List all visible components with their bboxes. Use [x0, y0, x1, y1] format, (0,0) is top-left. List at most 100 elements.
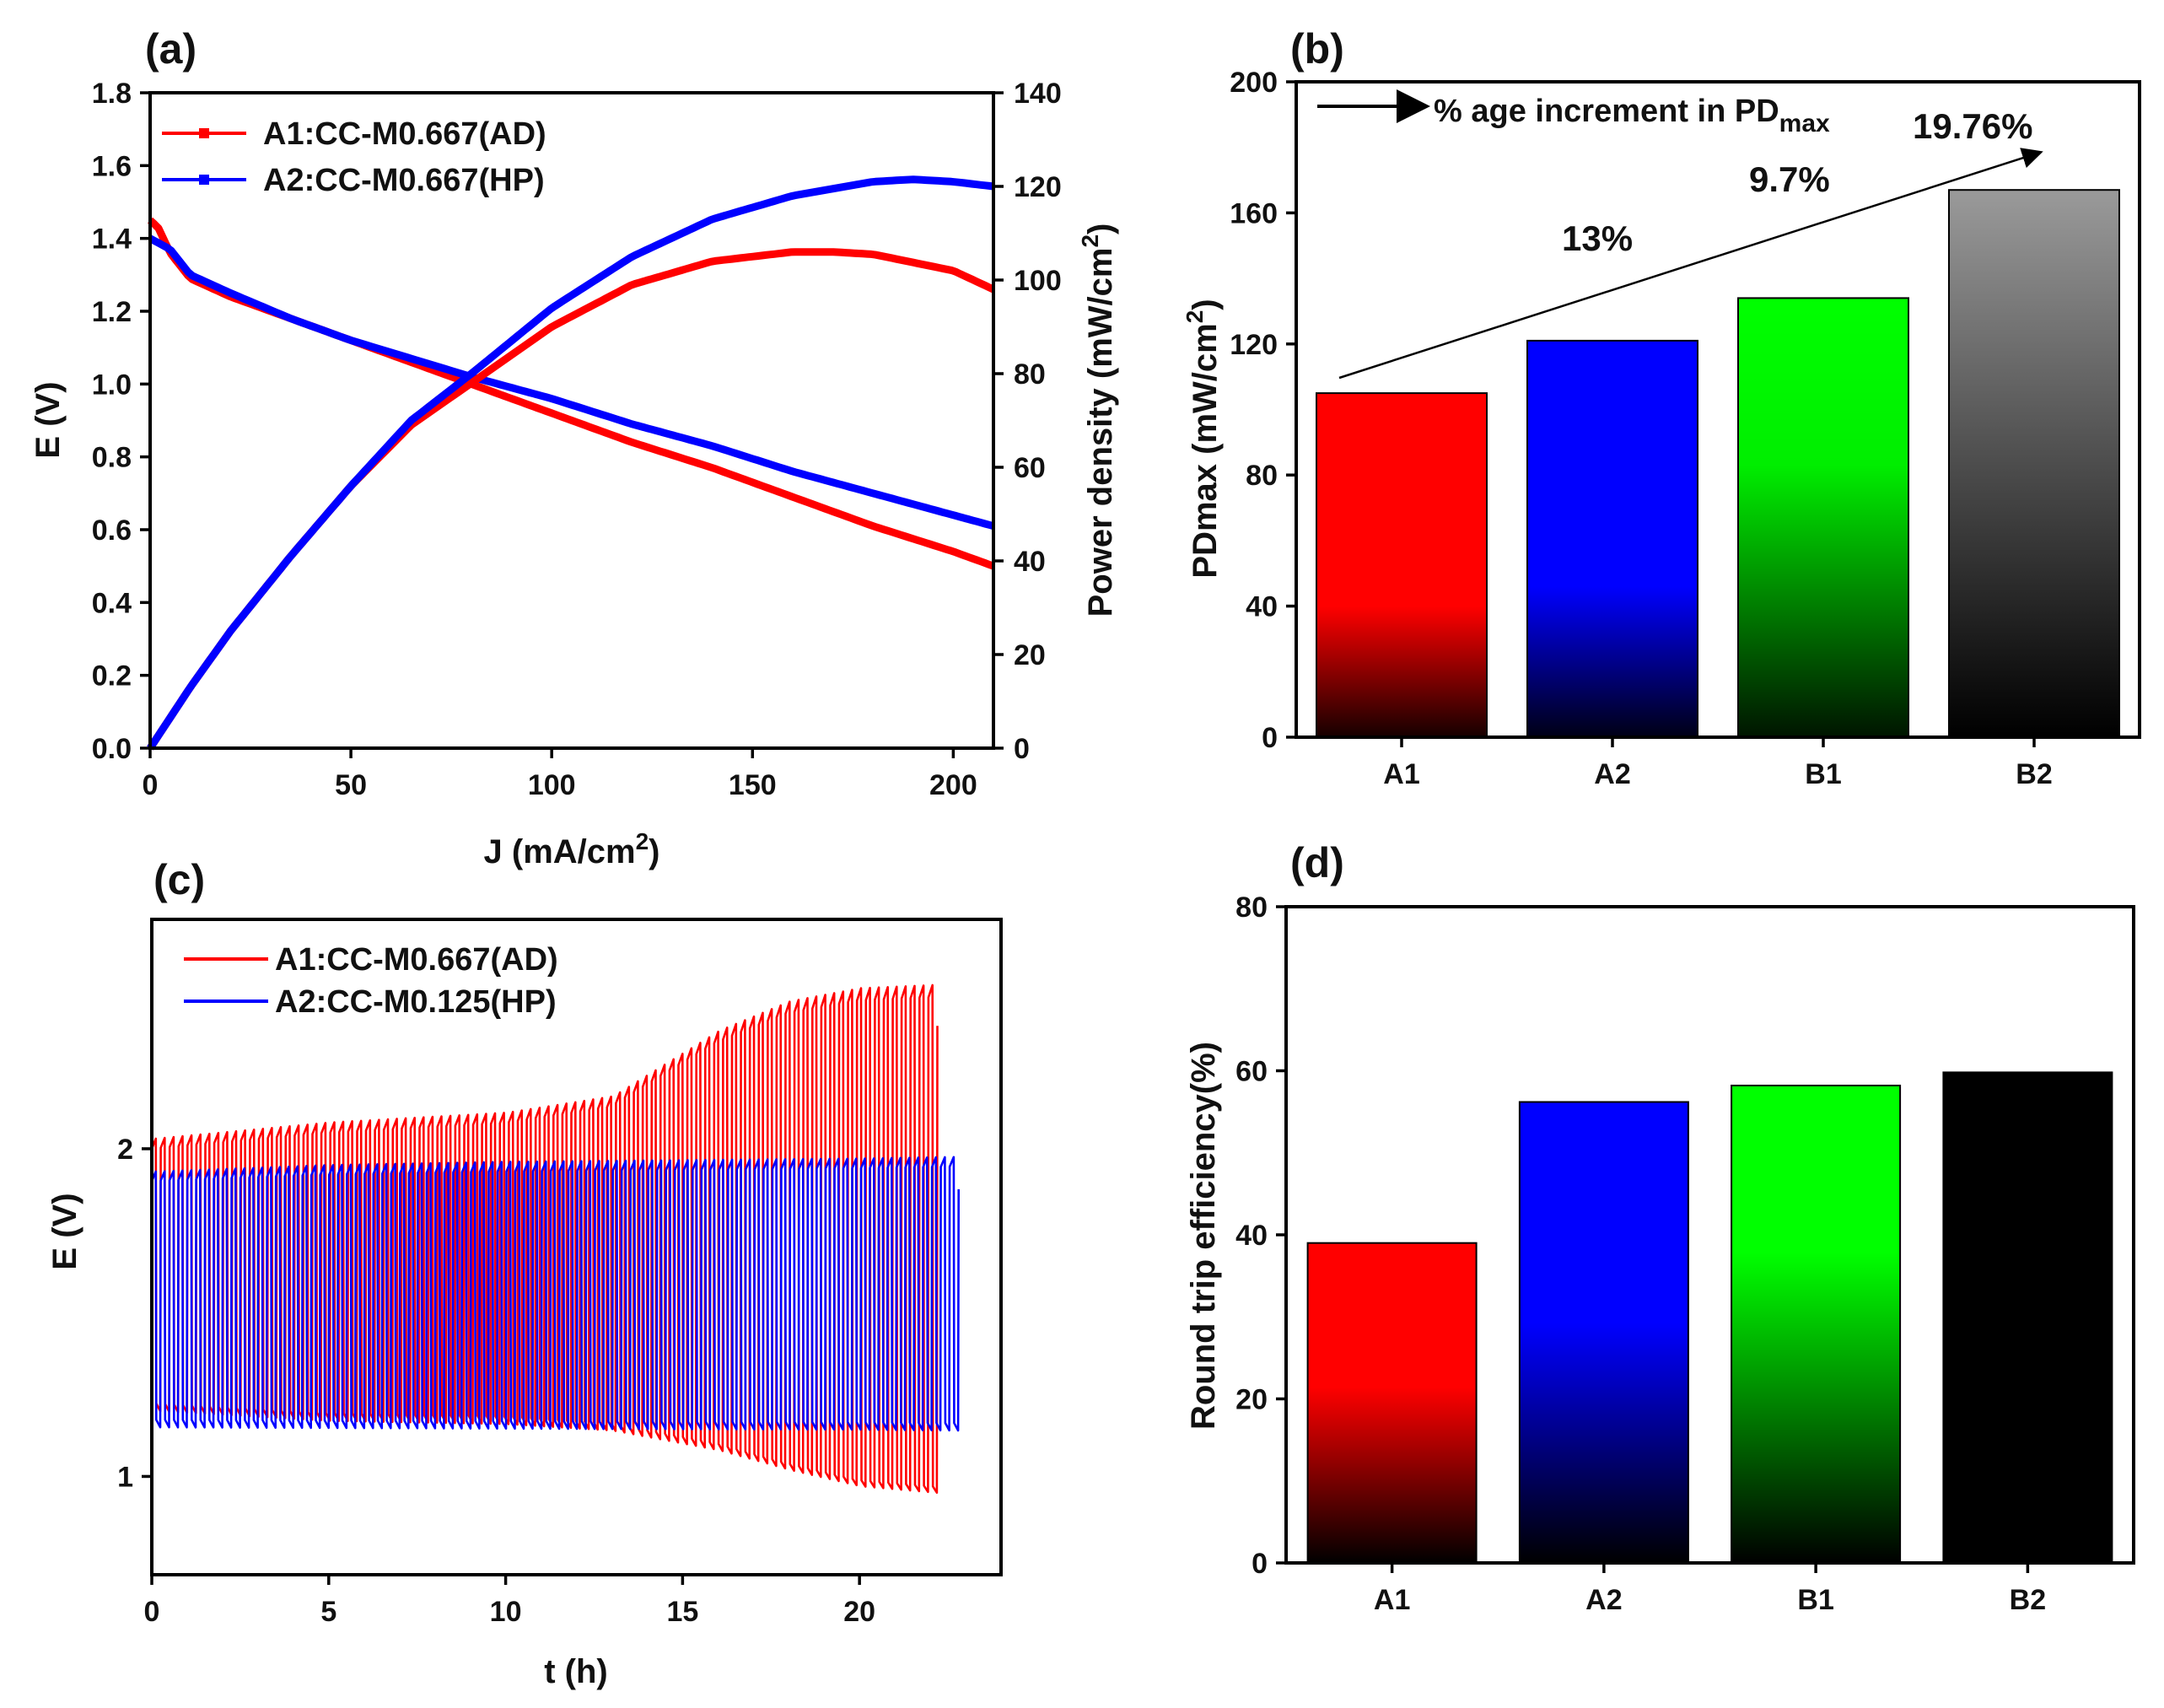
panel-d-ytick-label: 80: [1235, 892, 1268, 924]
panel-a-y2tick-label: 100: [1014, 265, 1062, 297]
panel-a-series-line-1: [148, 234, 995, 531]
panel-d-bars: [1306, 1071, 2113, 1564]
panel-c-label: (c): [153, 856, 205, 903]
panel-a-y2tick-label: 140: [1014, 78, 1062, 110]
panel-d-ytick-label: 60: [1235, 1056, 1268, 1088]
panel-a-xlabel: J (mA/cm2): [484, 828, 660, 870]
panel-d-xtick-label: A2: [1585, 1584, 1622, 1616]
panel-d-xtick-label: B2: [2010, 1584, 2046, 1616]
increment-legend-text: % age increment in PDmax: [1434, 94, 1830, 137]
panel-b-xtick-label: A1: [1383, 758, 1419, 790]
panel-a-ytick-label: 0.2: [92, 660, 132, 692]
panel-d-bar-b2: [1942, 1071, 2113, 1564]
panel-b-xtick-label: A2: [1594, 758, 1630, 790]
panel-c-legend: A1:CC-M0.667(AD) A2:CC-M0.125(HP): [184, 942, 558, 1020]
increment-a2: 13%: [1562, 218, 1633, 258]
panel-c-ylabel: E (V): [46, 1193, 83, 1269]
panel-a-series-line-2: [147, 248, 995, 751]
panel-a-ytick-label: 0.4: [92, 587, 132, 619]
panel-d-ticks: A1 A2 B1 B2 0 20 40 60 80: [1235, 892, 2046, 1616]
panel-d-ytick-label: 20: [1235, 1384, 1268, 1416]
panel-a-ytick-label: 1.8: [92, 78, 132, 110]
panel-a-ytick-label: 1.2: [92, 296, 132, 328]
panel-c-ticks: 0 5 10 15 20 1 2: [117, 1134, 875, 1628]
legend-label-a1: A1:CC-M0.667(AD): [263, 116, 546, 152]
panel-a-xtick-label: 200: [929, 769, 977, 801]
panel-a-y2tick-label: 60: [1014, 452, 1046, 484]
panel-a-ytick-label: 0.8: [92, 442, 132, 474]
increment-b2: 19.76%: [1913, 106, 2032, 146]
panel-d-bar-b1: [1731, 1085, 1902, 1564]
panel-a-ytick-label: 0.0: [92, 733, 132, 765]
panel-d-bar-a1: [1306, 1242, 1478, 1564]
panel-c-xlabel: t (h): [544, 1653, 608, 1690]
increment-trend-arrow: [1338, 148, 2043, 380]
panel-a-ytick-label: 0.6: [92, 515, 132, 547]
panel-c-xtick-label: 0: [144, 1596, 160, 1628]
panel-b-ytick-label: 40: [1246, 591, 1278, 623]
panel-b-annotations: % age increment in PDmax 13% 9.7% 19.76%: [1317, 89, 2043, 380]
panel-c-series-line-1: [150, 1156, 960, 1432]
panel-a-ytick-label: 1.4: [92, 224, 132, 256]
panel-c: (c) 0 5 10 15 20 1 2 A1:CC-M0.667(AD) A2:CC-M0…: [46, 856, 1003, 1690]
panel-b-bars: [1316, 189, 2120, 738]
panel-b-bar-a2: [1526, 339, 1698, 738]
panel-a-ticks: 0 50 100 150 2000.00.20.40.60.81.01.21.41.61…: [92, 78, 1062, 801]
panel-a-series-line-0: [147, 217, 995, 570]
legend-marker-a2: [199, 175, 209, 185]
panel-d-ylabel: Round trip efficiency(%): [1185, 1042, 1222, 1430]
panel-b-xtick-label: B1: [1805, 758, 1841, 790]
panel-b-bar-a1: [1316, 392, 1488, 738]
panel-a-frame: [148, 91, 995, 750]
panel-b-ytick-label: 80: [1246, 460, 1278, 492]
panel-c-ytick-label: 1: [117, 1461, 133, 1493]
panel-a-legend: A1:CC-M0.667(AD) A2:CC-M0.667(HP): [162, 116, 546, 198]
legend-label-c2: A2:CC-M0.125(HP): [275, 984, 557, 1020]
panel-a-y2tick-label: 40: [1014, 546, 1046, 578]
panel-b-ylabel: PDmax (mW/cm2): [1182, 299, 1224, 578]
legend-label-c1: A1:CC-M0.667(AD): [275, 942, 558, 978]
panel-a-label: (a): [145, 25, 196, 73]
panel-a-xtick-label: 50: [335, 769, 367, 801]
panel-a-ylabel: E (V): [30, 381, 67, 458]
panel-a-y2tick-label: 0: [1014, 733, 1030, 765]
panel-c-xtick-label: 15: [666, 1596, 698, 1628]
panel-d-ytick-label: 40: [1235, 1220, 1268, 1252]
panel-a-y2tick-label: 80: [1014, 358, 1046, 391]
panel-b-label: (b): [1290, 25, 1344, 73]
panel-c-series: [150, 983, 960, 1494]
legend-label-a2: A2:CC-M0.667(HP): [263, 163, 545, 198]
panel-b-ytick-label: 200: [1230, 67, 1278, 99]
panel-a-y2tick-label: 20: [1014, 639, 1046, 671]
panel-a-xtick-label: 150: [729, 769, 777, 801]
panel-d-label: (d): [1290, 839, 1344, 886]
panel-b-bar-b1: [1737, 297, 1909, 738]
panel-c-frame: [150, 918, 1003, 1576]
panel-c-xtick-label: 20: [843, 1596, 875, 1628]
panel-b-frame: [1295, 80, 2141, 739]
panel-c-xtick-label: 5: [320, 1596, 336, 1628]
panel-a-y2label: Power density (mW/cm2): [1077, 224, 1119, 617]
panel-c-series-line-0: [150, 983, 939, 1494]
panel-d: (d) A1 A2 B1 B2 0 20 40 60 80 Round trip efficie…: [1185, 839, 2135, 1616]
increment-b1: 9.7%: [1749, 159, 1830, 199]
panel-b-ytick-label: 160: [1230, 197, 1278, 229]
panel-a-series: [147, 175, 995, 751]
panel-c-xtick-label: 10: [490, 1596, 522, 1628]
panel-b-xtick-label: B2: [2016, 758, 2052, 790]
panel-a-xtick-label: 100: [528, 769, 576, 801]
panel-d-bar-a2: [1518, 1101, 1689, 1564]
legend-marker-a1: [199, 128, 209, 138]
panel-a-ytick-label: 1.0: [92, 369, 132, 401]
panel-a: (a) 0 50 100 150 2000.00.20.40.60.81.01.21.4…: [30, 25, 1119, 870]
panel-a-y2tick-label: 120: [1014, 171, 1062, 203]
panel-d-xtick-label: B1: [1797, 1584, 1833, 1616]
panel-a-xtick-label: 0: [143, 769, 159, 801]
panel-b-bar-b2: [1948, 189, 2120, 738]
panel-d-xtick-label: A1: [1374, 1584, 1410, 1616]
panel-a-ytick-label: 1.6: [92, 150, 132, 182]
panel-b-ytick-label: 0: [1262, 722, 1278, 754]
panel-b: (b) A1 A2 B1 B2 0 40 80 120 160 200 % age increme…: [1182, 25, 2141, 790]
panel-c-ytick-label: 2: [117, 1134, 133, 1166]
